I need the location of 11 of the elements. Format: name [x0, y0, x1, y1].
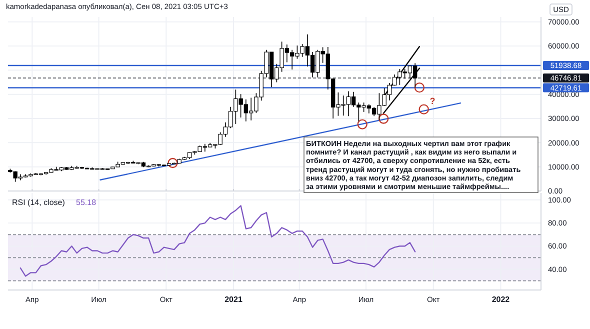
point — [378, 114, 389, 124]
text: RSI (14, close) — [12, 198, 66, 207]
annotation: ? — [430, 96, 436, 106]
point — [418, 104, 429, 114]
point — [357, 119, 368, 130]
point — [414, 82, 425, 93]
line-series — [20, 205, 416, 277]
point — [168, 158, 178, 168]
annotation: 55.18 — [76, 198, 97, 207]
x-tick-label: 2022 — [492, 295, 510, 304]
x-tick-label: 2021 — [224, 295, 243, 304]
